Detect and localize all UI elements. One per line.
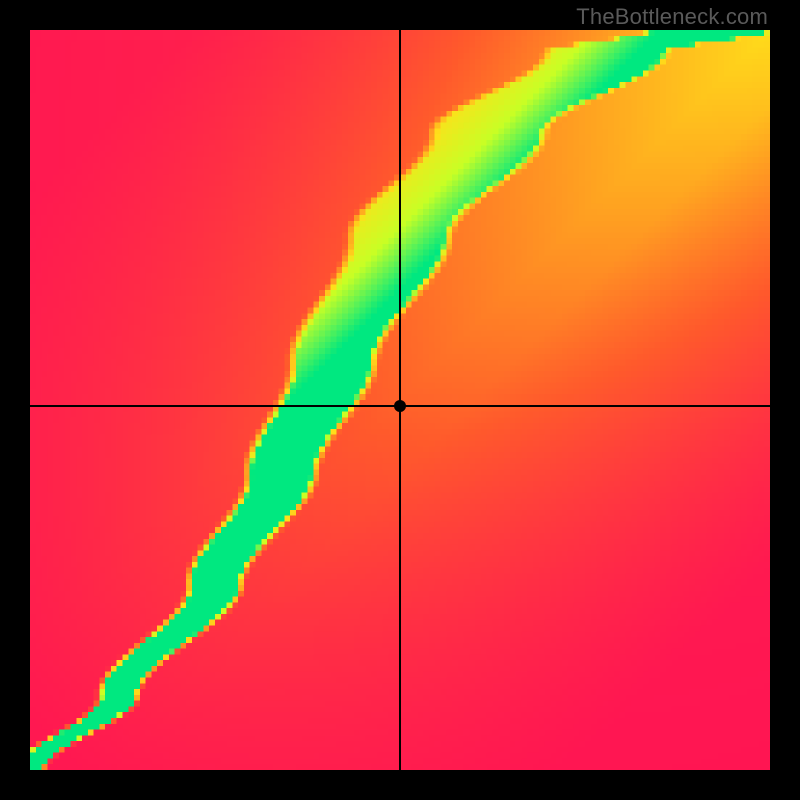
crosshair-marker [394, 400, 406, 412]
watermark-text: TheBottleneck.com [576, 4, 768, 30]
plot-area [30, 30, 770, 770]
